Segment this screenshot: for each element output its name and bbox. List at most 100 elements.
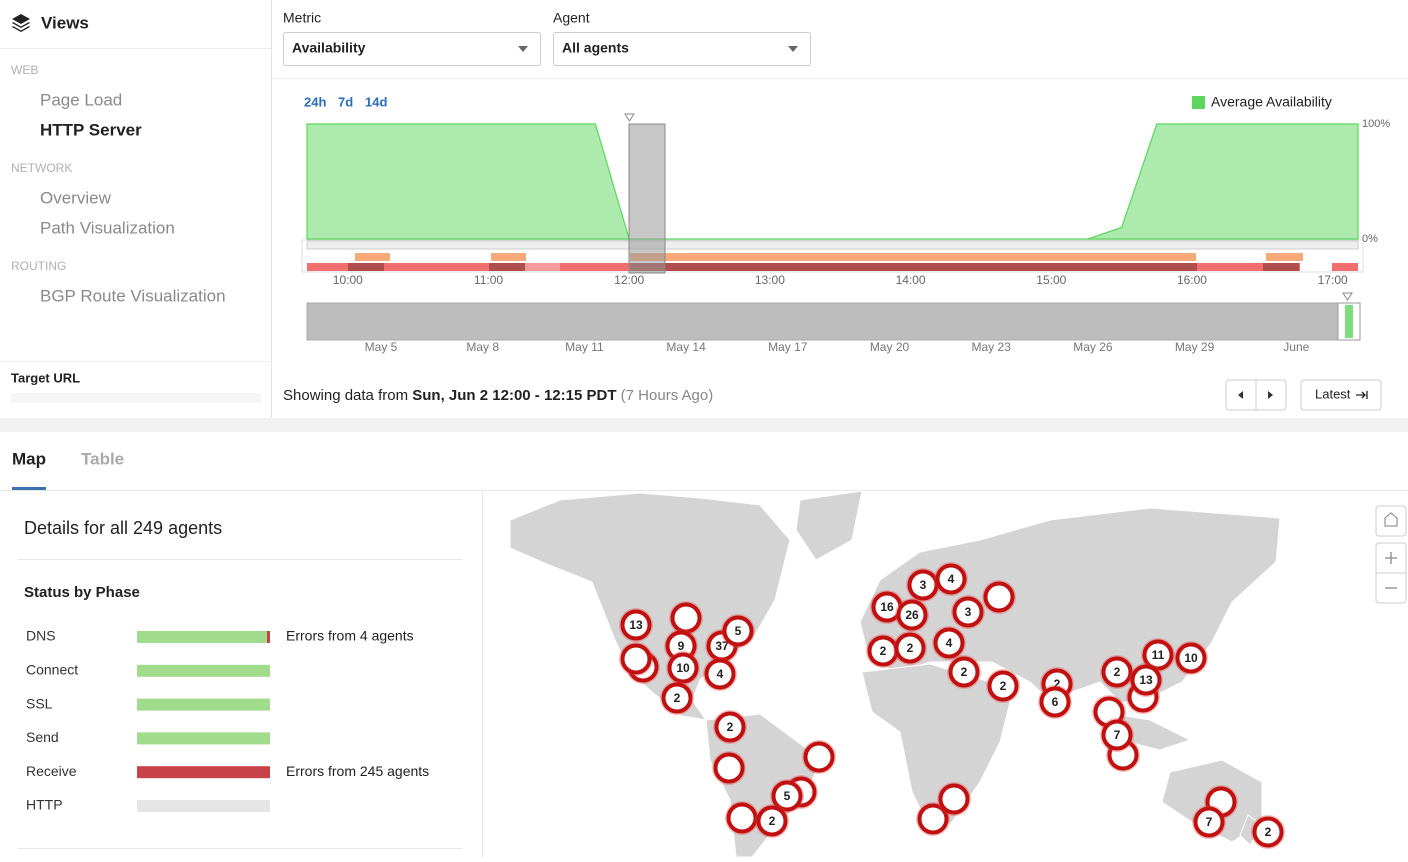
sidebar-title: Views: [41, 13, 89, 32]
cluster[interactable]: [1175, 642, 1207, 674]
cluster[interactable]: [1142, 639, 1174, 671]
filter-select[interactable]: [553, 32, 811, 66]
phase-name: HTTP: [26, 797, 63, 813]
phase-bar: [137, 631, 270, 643]
x-tick-label: 16:00: [1177, 273, 1207, 287]
range-button[interactable]: 14d: [365, 94, 387, 109]
cluster[interactable]: [1101, 719, 1133, 751]
x-tick-label: 11:00: [474, 273, 503, 287]
availability-area: [306, 123, 1359, 240]
cluster[interactable]: [938, 783, 970, 815]
latest-button[interactable]: [1300, 379, 1382, 411]
cluster-count: 26: [905, 608, 919, 622]
nav-item[interactable]: Page Load: [40, 90, 122, 109]
nav-item[interactable]: BGP Route Visualization: [40, 286, 226, 305]
phase-note: Errors from 4 agents: [286, 628, 414, 644]
cluster-count: 2: [907, 641, 914, 655]
tab[interactable]: Table: [81, 449, 124, 468]
latest-label[interactable]: Latest: [1315, 386, 1351, 401]
cluster-count: 2: [727, 720, 734, 734]
x-tick-label: 12:00: [614, 273, 644, 287]
cluster-count: 4: [717, 667, 724, 681]
phase-name: Connect: [26, 662, 78, 678]
cluster[interactable]: [983, 581, 1015, 613]
overview-label: May 29: [1175, 340, 1215, 354]
overview-selection: [1345, 305, 1353, 338]
range-button[interactable]: 24h: [304, 94, 326, 109]
panel-gap: [0, 418, 1408, 432]
phase-name: DNS: [26, 628, 56, 644]
legend-swatch: [1192, 96, 1205, 109]
cluster[interactable]: [713, 752, 745, 784]
nav-item[interactable]: Path Visualization: [40, 218, 175, 237]
cluster[interactable]: [917, 803, 949, 835]
select-caret: [518, 46, 528, 52]
x-tick-label: 13:00: [755, 273, 785, 287]
phase-error: [267, 631, 270, 643]
filter-select[interactable]: [283, 32, 541, 66]
overview-strip[interactable]: [306, 302, 1339, 341]
selected-window[interactable]: [628, 123, 666, 274]
cluster[interactable]: [894, 632, 926, 664]
overview-label: May 26: [1073, 340, 1113, 354]
target-input[interactable]: [11, 393, 261, 403]
cluster-count: 2: [1114, 665, 1121, 679]
overview-label: May 8: [466, 340, 499, 354]
cluster-count: 3: [965, 605, 972, 619]
x-tick-label: 17:00: [1318, 273, 1348, 287]
filter-value[interactable]: Availability: [292, 40, 366, 56]
overview-label: June: [1283, 340, 1309, 354]
cluster[interactable]: [1193, 806, 1225, 838]
cluster[interactable]: [722, 615, 754, 647]
cluster[interactable]: [935, 563, 967, 595]
cluster[interactable]: [714, 711, 746, 743]
cluster-count: 6: [1052, 695, 1059, 709]
cluster[interactable]: [803, 741, 835, 773]
pager[interactable]: [1225, 379, 1287, 411]
cluster-count: 2: [1000, 679, 1007, 693]
cluster[interactable]: [670, 602, 702, 634]
cluster[interactable]: [704, 658, 736, 690]
cluster[interactable]: [1130, 664, 1162, 696]
cluster[interactable]: [771, 780, 803, 812]
overview-label: May 14: [666, 340, 706, 354]
cluster-count: 2: [769, 814, 776, 828]
cluster-count: 11: [1152, 648, 1165, 662]
phase-bar: [137, 766, 270, 779]
cluster[interactable]: [987, 670, 1019, 702]
details-title: Details for all 249 agents: [24, 518, 222, 538]
select-caret: [788, 46, 798, 52]
filter-value[interactable]: All agents: [562, 40, 629, 56]
status-range: Sun, Jun 2 12:00 - 12:15 PDT: [412, 387, 616, 404]
overview-marker: [1342, 292, 1353, 301]
status-prefix: Showing data from: [283, 387, 408, 404]
cluster[interactable]: [756, 805, 788, 837]
map-controls[interactable]: [1375, 505, 1407, 604]
cluster[interactable]: [726, 802, 758, 834]
cluster-count: 2: [961, 665, 968, 679]
range-button[interactable]: 7d: [338, 94, 353, 109]
cluster[interactable]: [952, 596, 984, 628]
cluster[interactable]: [1101, 656, 1133, 688]
cluster[interactable]: [1039, 686, 1071, 718]
cluster[interactable]: [620, 609, 652, 641]
target-label: Target URL: [11, 370, 80, 385]
nav-item[interactable]: HTTP Server: [40, 120, 142, 139]
cluster[interactable]: [896, 599, 928, 631]
cluster-count: 10: [1184, 651, 1198, 665]
cluster-count: 7: [1114, 728, 1121, 742]
cluster[interactable]: [933, 627, 965, 659]
tab[interactable]: Map: [12, 449, 46, 468]
cluster[interactable]: [948, 656, 980, 688]
cluster[interactable]: [661, 682, 693, 714]
cluster[interactable]: [667, 652, 699, 684]
nav-item[interactable]: Overview: [40, 188, 112, 207]
overview-label: May 17: [768, 340, 808, 354]
cluster[interactable]: [907, 569, 939, 601]
overview-label: May 5: [365, 340, 398, 354]
cluster[interactable]: [1252, 816, 1284, 848]
x-tick-label: 14:00: [896, 273, 926, 287]
cluster[interactable]: [620, 643, 652, 675]
